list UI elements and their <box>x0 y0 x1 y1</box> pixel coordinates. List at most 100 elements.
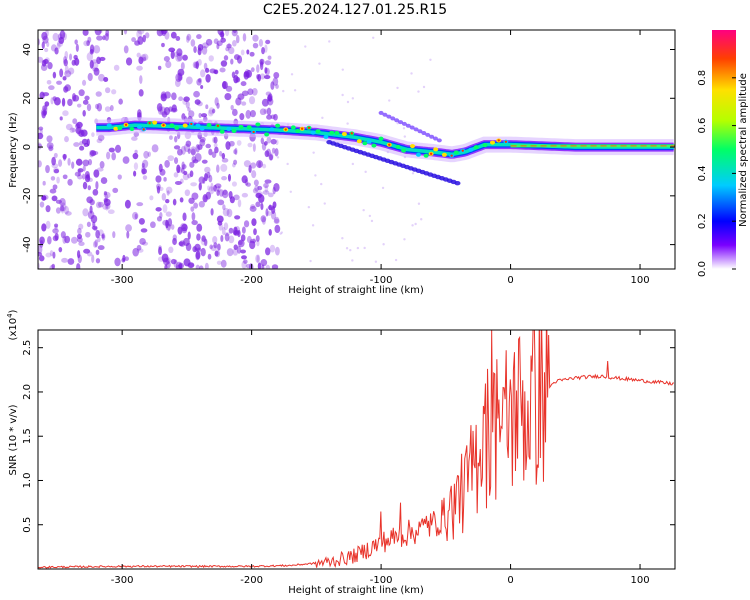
spectrogram-noise-blob <box>219 150 223 157</box>
spectrogram-noise-blob <box>190 182 198 187</box>
spectrogram-x-tick-label: 0 <box>507 275 513 286</box>
spectrogram-noise-blob <box>51 156 56 166</box>
spectrogram-noise-blob <box>256 160 263 169</box>
spectrogram-frame <box>37 29 676 270</box>
spectrogram-noise-blob <box>158 245 162 250</box>
spectrogram-noise-blob <box>265 264 271 269</box>
colorbar-tick-label: 0.6 <box>697 118 708 134</box>
spectrogram-noise-blob <box>162 204 168 213</box>
spectrogram-hotspot <box>169 123 175 128</box>
spectrogram-noise-dot <box>279 232 282 235</box>
spectrogram-noise-blob <box>39 236 45 245</box>
spectrogram-noise-blob <box>124 199 131 209</box>
spectrogram-noise-blob <box>97 201 104 208</box>
spectrogram-noise-blob <box>266 114 273 120</box>
spectrogram-noise-blob <box>60 231 66 239</box>
spectrogram-upper-branch-blob <box>421 131 427 136</box>
spectrogram-noise-blob <box>178 75 183 81</box>
spectrogram-hotspot <box>356 139 362 144</box>
spectrogram-noise-blob <box>54 223 59 228</box>
spectrogram-noise-blob <box>64 65 69 74</box>
spectrogram-noise-blob <box>197 59 202 66</box>
spectrogram-hotspot <box>174 125 180 130</box>
spectrogram-noise-blob <box>247 142 253 148</box>
spectrogram-noise-blob <box>258 38 264 47</box>
spectrogram-noise-blob <box>132 247 140 257</box>
spectrogram-noise-dot <box>411 224 414 227</box>
spectrogram-noise-blob <box>43 110 47 116</box>
spectrogram-noise-blob <box>238 240 243 246</box>
spectrogram-noise-blob <box>252 42 259 49</box>
spectrogram-noise-blob <box>216 164 220 173</box>
spectrogram-noise-blob <box>196 78 202 86</box>
snr-x-ticks: -300 -200 -100 0 100 <box>111 330 650 586</box>
spectrogram-noise-blob <box>182 173 189 181</box>
spectrogram-y-tick-label: 0 <box>22 144 33 150</box>
spectrogram-hotspot-peak <box>148 121 151 125</box>
spectrogram-noise-blob <box>216 215 224 223</box>
spectrogram-noise-blob <box>64 50 69 60</box>
spectrogram-noise-blob <box>53 152 58 158</box>
spectrogram-noise-blob <box>201 113 208 118</box>
spectrogram-noise-blob <box>217 243 221 251</box>
spectrogram-noise-blob <box>76 127 84 136</box>
spectrogram-noise-blob <box>214 183 222 189</box>
spectrogram-noise-dot <box>429 58 432 61</box>
spectrogram-noise-blob <box>233 194 240 201</box>
spectrogram-noise-blob <box>173 145 181 150</box>
spectrogram-hotspot <box>334 131 340 136</box>
spectrogram-noise-blob <box>77 168 84 173</box>
spectrogram-noise-blob <box>260 215 267 223</box>
spectrogram-noise-blob <box>259 61 264 71</box>
spectrogram-noise-blob <box>249 51 255 57</box>
spectrogram-noise-blob <box>266 107 272 116</box>
spectrogram-noise-blob <box>45 164 50 174</box>
spectrogram-noise-blob <box>258 194 265 204</box>
spectrogram-hotspot-peak <box>300 127 304 130</box>
spectrogram-noise-blob <box>207 253 212 260</box>
spectrogram-noise-blob <box>157 65 162 71</box>
spectrogram-noise-blob <box>132 152 139 160</box>
spectrogram-noise-blob <box>59 68 64 78</box>
spectrogram-noise-blob <box>99 30 103 34</box>
spectrogram-noise-blob <box>176 48 183 57</box>
spectrogram-hotspot <box>199 126 205 131</box>
spectrogram-noise-blob <box>264 44 268 53</box>
spectrogram-noise-blob <box>195 60 199 70</box>
spectrogram-noise-blob <box>55 207 61 214</box>
spectrogram-noise-blob <box>222 208 230 217</box>
spectrogram-noise-blob <box>41 41 45 49</box>
spectrogram-upper-branch-blob <box>382 112 388 117</box>
spectrogram-noise-blob <box>91 62 99 69</box>
spectrogram-noise-blob <box>194 99 201 105</box>
spectrogram-upper-branch-blob <box>436 138 442 143</box>
spectrogram-noise-blob <box>195 264 200 269</box>
spectrogram-noise-blob <box>183 170 188 176</box>
spectrogram-noise-blob <box>47 235 52 245</box>
spectrogram-noise-blob <box>264 179 272 184</box>
spectrogram-noise-blob <box>241 101 247 106</box>
spectrogram-noise-blob <box>205 73 211 83</box>
spectrogram-noise-blob <box>200 237 208 246</box>
spectrogram-noise-blob <box>71 127 76 133</box>
spectrogram-noise-blob <box>225 141 231 150</box>
spectrogram-hotspot <box>395 144 401 149</box>
spectrogram-noise-blob <box>49 188 57 194</box>
spectrogram-noise-blob <box>133 170 137 177</box>
spectrogram-noise-blob <box>67 258 75 265</box>
spectrogram-noise-blob <box>205 38 213 46</box>
spectrogram-noise-blob <box>262 190 270 195</box>
spectrogram-noise-blob <box>68 67 75 75</box>
spectrogram-noise-blob <box>178 241 184 247</box>
spectrogram-noise-blob <box>38 142 42 150</box>
spectrogram-noise-blob <box>180 62 185 70</box>
spectrogram-noise-blob <box>201 159 208 164</box>
spectrogram-noise-dot <box>372 36 375 40</box>
spectrogram-noise-blob <box>221 189 229 199</box>
spectrogram-noise-dot <box>309 259 312 263</box>
spectrogram-noise-blob <box>59 116 63 121</box>
spectrogram-noise-blob <box>196 233 201 241</box>
snr-series-line <box>38 330 674 569</box>
spectrogram-noise-dot <box>403 135 407 138</box>
spectrogram-noise-blob <box>38 160 42 168</box>
